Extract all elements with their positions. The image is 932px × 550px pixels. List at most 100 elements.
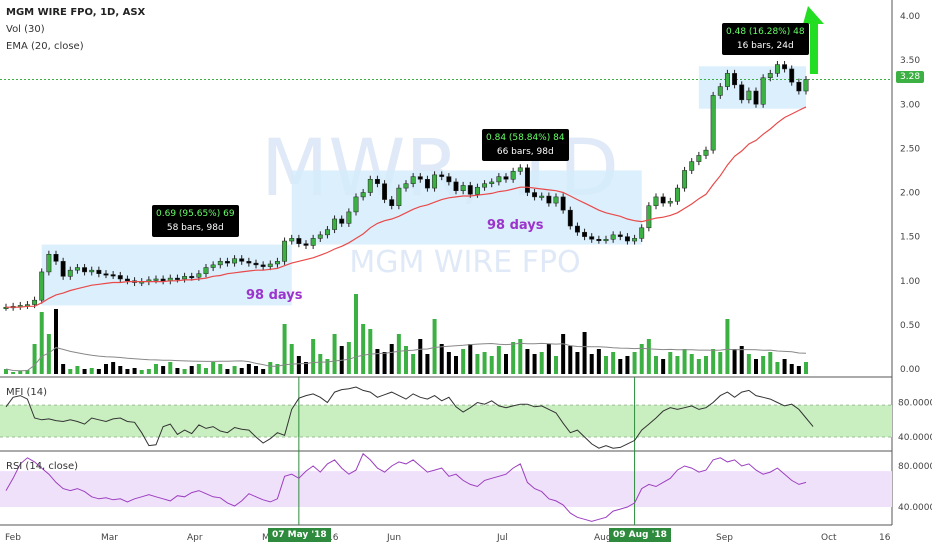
candle-body	[324, 229, 330, 236]
volume-bar	[525, 349, 530, 374]
candle-body	[489, 181, 495, 184]
candle-body	[646, 205, 652, 229]
time-tick-label: 16	[879, 533, 891, 543]
range-annotation-1-change: 0.69 (95.65%) 69	[156, 209, 235, 219]
candle-body	[589, 236, 595, 240]
candle-body	[739, 84, 745, 101]
volume-bar	[32, 344, 37, 374]
price-tick-label: 3.50	[900, 56, 920, 66]
mfi-band	[0, 405, 892, 437]
mfi-tick-label: 40.0000	[898, 433, 932, 443]
candle-body	[124, 278, 130, 281]
candle-body	[410, 176, 416, 184]
volume-bar	[639, 344, 644, 374]
candle-body	[367, 179, 373, 193]
time-tick-label: Sep	[716, 533, 733, 543]
volume-bar	[332, 334, 337, 374]
volume-bar	[668, 352, 673, 374]
volume-bar	[454, 356, 458, 374]
volume-bar	[704, 356, 708, 374]
candle-body	[796, 81, 802, 92]
volume-bar	[46, 334, 51, 374]
symbol-legend[interactable]: MGM WIRE FPO, 1D, ASX	[6, 7, 146, 18]
volume-bar	[396, 334, 401, 374]
days-label-2: 98 days	[487, 218, 544, 233]
volume-bar	[196, 364, 201, 374]
candle-body	[424, 179, 430, 189]
volume-bar	[654, 356, 658, 374]
volume-bar	[554, 356, 558, 374]
candle-body	[46, 254, 52, 273]
candle-body	[746, 90, 752, 101]
candle-body	[396, 187, 402, 206]
volume-bar	[489, 356, 494, 374]
volume-bar	[632, 352, 637, 374]
volume-legend[interactable]: Vol (30)	[6, 24, 45, 35]
volume-bar	[139, 370, 144, 374]
candle-body	[253, 262, 259, 266]
volume-bar	[146, 369, 151, 374]
candle-body	[689, 161, 695, 171]
volume-bar	[418, 339, 423, 374]
volume-bar	[18, 371, 23, 374]
candle-body	[310, 238, 316, 246]
price-tick-label: 3.00	[900, 100, 920, 110]
volume-bar	[518, 339, 523, 374]
candle-body	[710, 95, 716, 151]
range-annotation-3-bars: 16 bars, 24d	[736, 41, 794, 51]
candle-body	[510, 171, 516, 180]
volume-bar	[754, 359, 758, 374]
volume-bar	[68, 369, 73, 374]
volume-bar	[739, 346, 744, 374]
volume-bar	[789, 364, 794, 374]
candle-body	[346, 211, 352, 224]
candle-body	[653, 196, 659, 206]
volume-bar	[275, 364, 280, 374]
candle-body	[767, 73, 773, 79]
volume-bar	[511, 342, 516, 374]
candle-body	[682, 170, 688, 189]
time-tick-label: Oct	[821, 533, 837, 543]
volume-bar	[768, 352, 773, 374]
rsi-legend[interactable]: RSI (14, close)	[6, 461, 79, 472]
volume-bar	[432, 319, 437, 374]
candle-body	[389, 199, 395, 206]
mfi-tick-label: 80.0000	[898, 399, 932, 409]
range-annotation-2: 0.84 (58.84%) 84 66 bars, 98d	[482, 129, 569, 161]
ema-legend[interactable]: EMA (20, close)	[6, 41, 84, 52]
volume-bar	[475, 354, 480, 374]
volume-bar	[182, 369, 187, 374]
candle-body	[303, 243, 309, 246]
volume-bar	[39, 312, 44, 374]
volume-bar	[204, 368, 208, 374]
volume-bar	[261, 369, 266, 374]
mfi-legend[interactable]: MFI (14)	[6, 387, 48, 398]
time-tick-label: Feb	[5, 533, 21, 543]
volume-bar	[404, 346, 408, 374]
candle-body	[760, 77, 766, 105]
time-tick-label: Mar	[101, 533, 118, 543]
volume-bar	[775, 362, 780, 374]
days-label-1: 98 days	[246, 288, 303, 303]
candle-body	[260, 264, 266, 267]
volume-bar	[575, 352, 580, 374]
range-box-3	[698, 66, 806, 109]
volume-bar	[604, 356, 608, 374]
candle-body	[203, 267, 209, 274]
candle-body	[539, 195, 545, 198]
candle-body	[782, 64, 788, 70]
volume-bar	[496, 346, 501, 374]
volume-bar	[75, 366, 80, 374]
price-tick-label: 0.50	[900, 321, 920, 331]
candle-body	[296, 238, 302, 244]
volume-bar	[389, 344, 394, 374]
volume-bar	[246, 364, 251, 374]
rsi-tick-label: 80.0000	[898, 462, 932, 472]
candle-body	[317, 234, 323, 239]
candle-body	[89, 269, 95, 273]
candle-body	[567, 209, 573, 227]
volume-bar	[682, 349, 687, 374]
candle-body	[667, 201, 673, 204]
candle-body	[617, 234, 623, 237]
